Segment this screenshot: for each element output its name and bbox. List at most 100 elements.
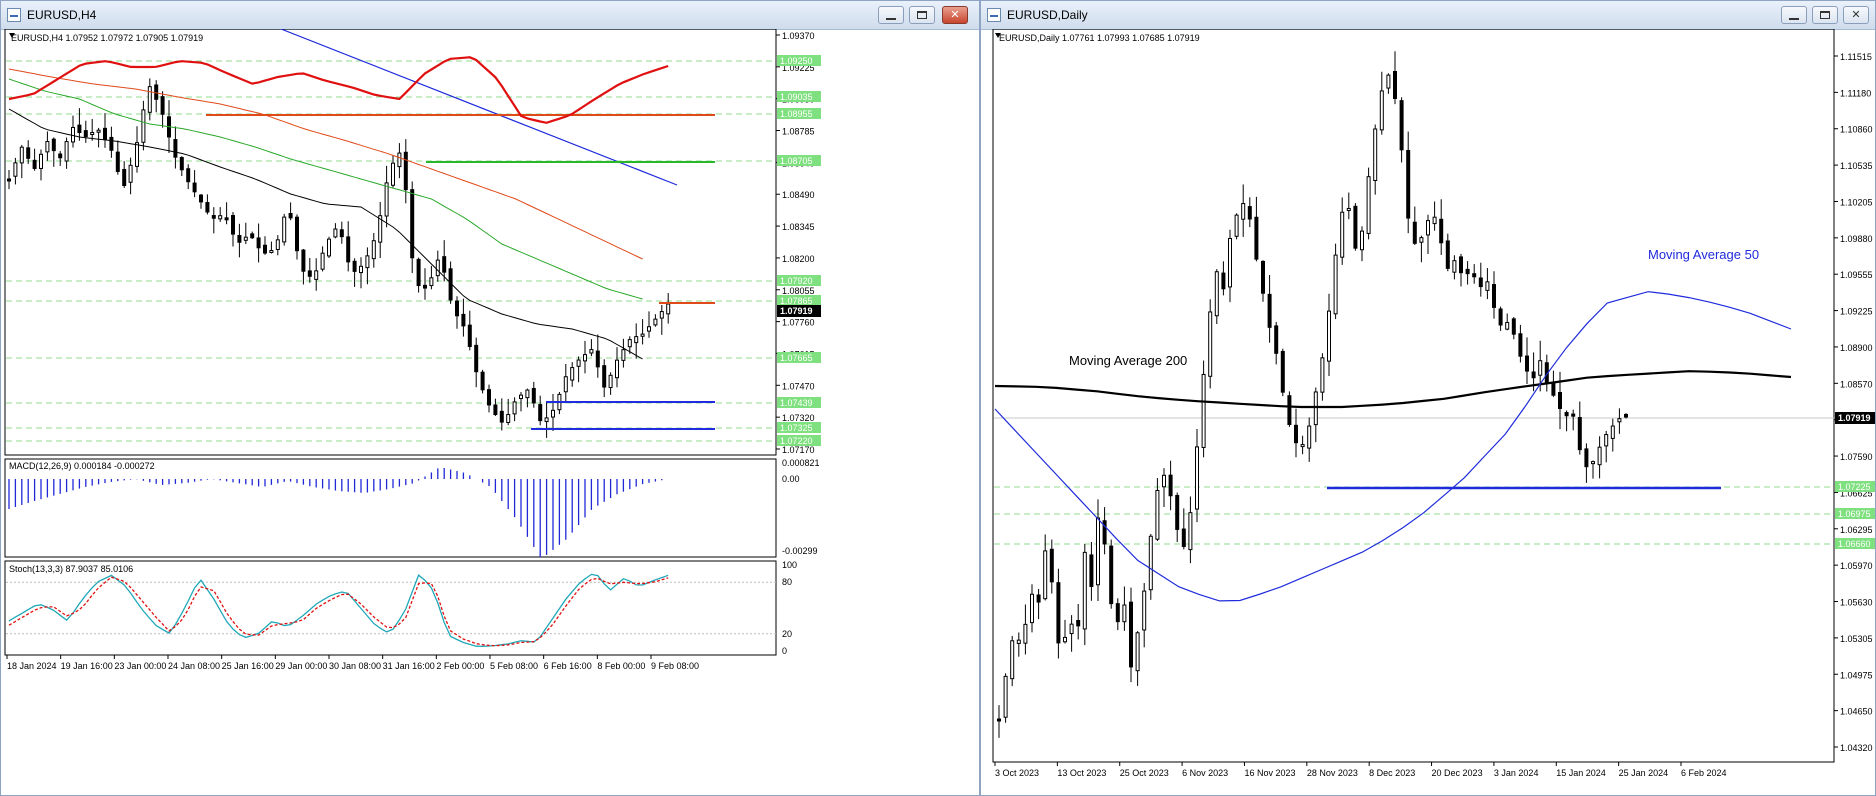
chart-window-icon: [7, 8, 21, 22]
candle-body: [403, 151, 408, 191]
candle-body: [115, 151, 120, 172]
ma-black-line: [8, 108, 643, 360]
macd-tick-label: 0.00: [782, 474, 800, 484]
candle-body: [1505, 321, 1510, 330]
level-price-tag-text: 1.09250: [780, 56, 813, 66]
candle-body: [563, 376, 568, 393]
candle-body: [666, 303, 671, 315]
candle-body: [1049, 548, 1054, 583]
candle-body: [378, 215, 383, 243]
candle-body: [1445, 240, 1450, 269]
macd-tick-label: 0.000821: [782, 458, 820, 468]
candle-body: [1274, 325, 1279, 354]
candle-body: [231, 215, 235, 235]
price-tick-label: 1.04975: [1840, 670, 1873, 680]
price-tick-label: 1.10205: [1840, 197, 1873, 207]
candle-body: [1327, 310, 1331, 362]
candle-body: [640, 333, 645, 337]
candle-body: [96, 129, 101, 133]
candle-body: [45, 141, 50, 153]
daily-chart-window[interactable]: EURUSD,Daily ✕ EURUSD,Daily 1.07761 1.07…: [980, 0, 1876, 796]
level-price-tag-text: 1.09035: [780, 92, 813, 102]
candle-body: [487, 389, 491, 406]
candle-body: [359, 265, 363, 274]
candle-body: [423, 284, 427, 289]
maximize-button[interactable]: [1812, 6, 1838, 24]
candle-body: [525, 389, 530, 399]
candle-body: [602, 365, 607, 388]
close-button[interactable]: ✕: [942, 6, 968, 24]
candle-body: [1082, 551, 1087, 630]
candle-body: [1096, 517, 1100, 586]
main-price-panel[interactable]: [4, 29, 777, 456]
candle-body: [1294, 424, 1298, 444]
collapse-arrow-icon[interactable]: [9, 33, 15, 38]
candle-body: [997, 718, 1001, 722]
price-tick-label: 1.04320: [1840, 743, 1873, 753]
candle-body: [339, 229, 344, 238]
price-tick-label: 1.09880: [1840, 234, 1873, 244]
minimize-button[interactable]: [1781, 6, 1807, 24]
candle-body: [1465, 268, 1470, 275]
level-price-tag: [777, 397, 821, 408]
candle-body: [1228, 237, 1232, 288]
h4-titlebar[interactable]: EURUSD,H4 ✕: [1, 1, 979, 30]
level-price-tag: [1835, 481, 1875, 492]
maximize-icon: [917, 11, 927, 19]
candle-body: [1366, 176, 1371, 234]
minimize-button[interactable]: [878, 6, 904, 24]
h4-chart-window[interactable]: EURUSD,H4 ✕ 1.093701.092251.089301.08785…: [0, 0, 980, 796]
candle-body: [1208, 311, 1213, 377]
level-price-tag-text: 1.07665: [780, 353, 813, 363]
candle-body: [275, 239, 280, 250]
candle-body: [1564, 412, 1569, 417]
candle-body: [1617, 418, 1622, 423]
candle-body: [51, 138, 56, 152]
candle-body: [1571, 413, 1576, 417]
candle-body: [1267, 293, 1272, 328]
candle-body: [531, 387, 536, 404]
daily-titlebar[interactable]: EURUSD,Daily ✕: [981, 1, 1875, 30]
h4-chart-area[interactable]: 1.093701.092251.089301.087851.086401.084…: [1, 29, 980, 796]
level-price-tag-text: 1.07865: [780, 296, 813, 306]
macd-panel[interactable]: [4, 458, 777, 558]
time-tick-label: 5 Feb 08:00: [490, 661, 538, 671]
candle-body: [1261, 260, 1265, 294]
candle-body: [26, 147, 31, 159]
level-price-tag: [777, 108, 821, 119]
candle-body: [307, 270, 312, 277]
price-tick-label: 1.10860: [1840, 125, 1873, 135]
candle-body: [1531, 371, 1536, 379]
candle-body: [461, 313, 466, 327]
level-price-tag-text: 1.07920: [780, 276, 813, 286]
price-tick-label: 1.08345: [782, 222, 815, 232]
price-tick-label: 1.09555: [1840, 270, 1873, 280]
candle-body: [455, 300, 459, 317]
h4-window-title: EURUSD,H4: [27, 8, 97, 22]
collapse-arrow-icon[interactable]: [995, 33, 1001, 38]
time-tick-label: 31 Jan 16:00: [383, 661, 435, 671]
close-button[interactable]: ✕: [1843, 6, 1869, 24]
candle-body: [1406, 149, 1411, 219]
daily-chart-area[interactable]: EURUSD,Daily 1.07761 1.07993 1.07685 1.0…: [981, 29, 1876, 796]
candle-body: [1241, 203, 1246, 220]
candle-body: [1604, 434, 1609, 447]
level-price-tag: [777, 422, 821, 433]
price-tick-label: 1.07470: [782, 381, 815, 391]
candle-body: [1076, 620, 1081, 627]
daily-price-panel[interactable]: [992, 29, 1835, 763]
symbol-info-label: EURUSD,Daily 1.07761 1.07993 1.07685 1.0…: [999, 33, 1200, 43]
candle-body: [141, 109, 146, 143]
candle-body: [39, 153, 43, 169]
price-tick-label: 1.04650: [1840, 707, 1873, 717]
candle-body: [320, 252, 325, 270]
level-price-tag: [1835, 538, 1875, 549]
candle-body: [1188, 512, 1193, 551]
stoch-panel[interactable]: [4, 560, 777, 656]
maximize-button[interactable]: [909, 6, 935, 24]
candle-body: [397, 152, 402, 168]
candle-body: [1393, 70, 1397, 99]
ma50-label: Moving Average 50: [1648, 247, 1759, 262]
candle-body: [1280, 350, 1285, 393]
stoch-label: Stoch(13,3,3) 87.9037 85.0106: [9, 564, 133, 574]
